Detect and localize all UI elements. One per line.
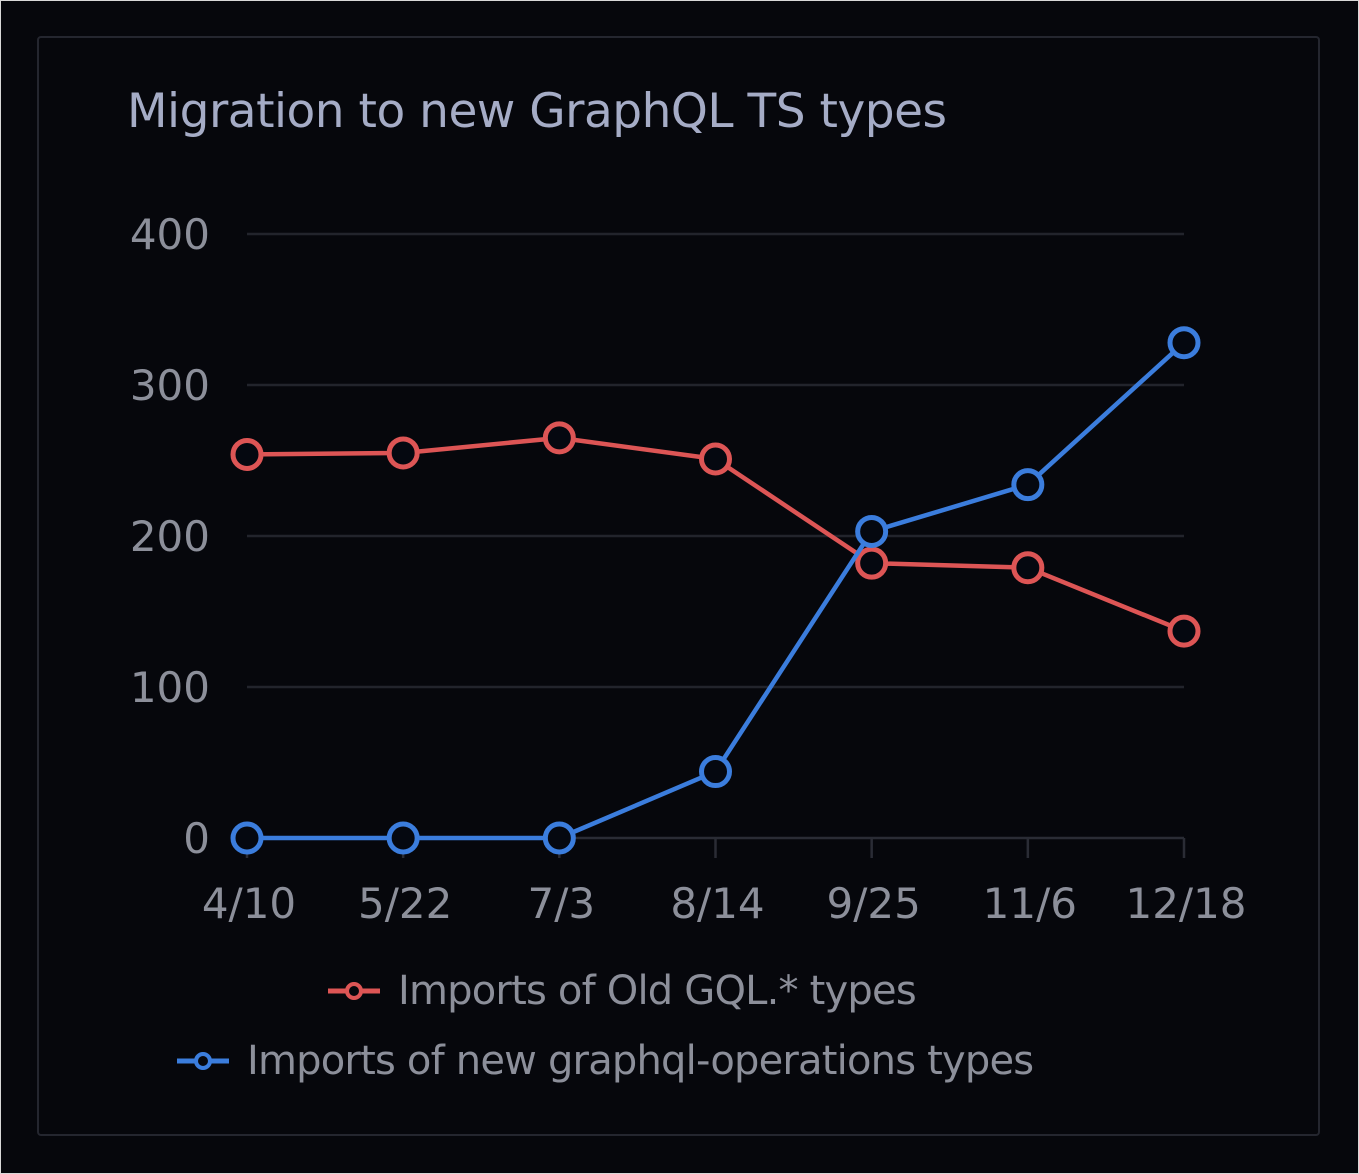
line-chart-plot: 0 100 200 300 400 4/10 5/22 7/3 8/14 9/25 11/6 12/… bbox=[130, 210, 1247, 928]
data-point-marker[interactable] bbox=[542, 421, 576, 455]
data-point-marker[interactable] bbox=[542, 821, 576, 855]
legend-item-new-graphql[interactable]: Imports of new graphql-operations types bbox=[177, 1038, 1034, 1084]
legend-label-old-gql: Imports of Old GQL.* types bbox=[398, 968, 917, 1014]
x-tick-label: 12/18 bbox=[1125, 879, 1246, 928]
x-tick-label: 8/14 bbox=[670, 879, 764, 928]
data-series bbox=[230, 326, 1201, 855]
x-axis-tick-labels: 4/10 5/22 7/3 8/14 9/25 11/6 12/18 bbox=[202, 879, 1247, 928]
chart-title: Migration to new GraphQL TS types bbox=[127, 84, 947, 139]
data-point-marker[interactable] bbox=[386, 821, 420, 855]
data-point-marker[interactable] bbox=[230, 821, 264, 855]
x-tick-label: 9/25 bbox=[827, 879, 921, 928]
data-point-marker[interactable] bbox=[699, 755, 732, 789]
data-point-marker[interactable] bbox=[230, 437, 264, 471]
series-old-gql bbox=[230, 421, 1201, 648]
series-new-graphql bbox=[230, 326, 1201, 855]
legend-item-old-gql[interactable]: Imports of Old GQL.* types bbox=[328, 968, 917, 1014]
data-point-marker[interactable] bbox=[1167, 614, 1201, 648]
data-point-marker[interactable] bbox=[855, 546, 889, 580]
chart-card bbox=[37, 36, 1320, 1136]
legend-label-new-graphql: Imports of new graphql-operations types bbox=[247, 1038, 1034, 1084]
data-point-marker[interactable] bbox=[1011, 468, 1045, 502]
x-tick-label: 11/6 bbox=[983, 879, 1077, 928]
x-tick-label: 5/22 bbox=[358, 879, 452, 928]
x-tick-label: 4/10 bbox=[202, 879, 296, 928]
data-point-marker[interactable] bbox=[1011, 551, 1045, 585]
line-circle-marker-icon bbox=[177, 1052, 229, 1070]
data-point-marker[interactable] bbox=[1167, 326, 1201, 360]
y-tick-label: 300 bbox=[130, 361, 210, 410]
data-point-marker[interactable] bbox=[855, 514, 889, 548]
y-axis-tick-labels: 0 100 200 300 400 bbox=[130, 210, 210, 863]
y-tick-label: 100 bbox=[130, 663, 210, 712]
line-circle-marker-icon bbox=[328, 982, 380, 1000]
y-tick-label: 0 bbox=[183, 814, 210, 863]
y-tick-label: 200 bbox=[130, 512, 210, 561]
data-point-marker[interactable] bbox=[699, 442, 732, 476]
data-point-marker[interactable] bbox=[386, 436, 420, 470]
y-tick-label: 400 bbox=[130, 210, 210, 259]
x-tick-label: 7/3 bbox=[528, 879, 596, 928]
gridlines bbox=[245, 232, 1186, 858]
